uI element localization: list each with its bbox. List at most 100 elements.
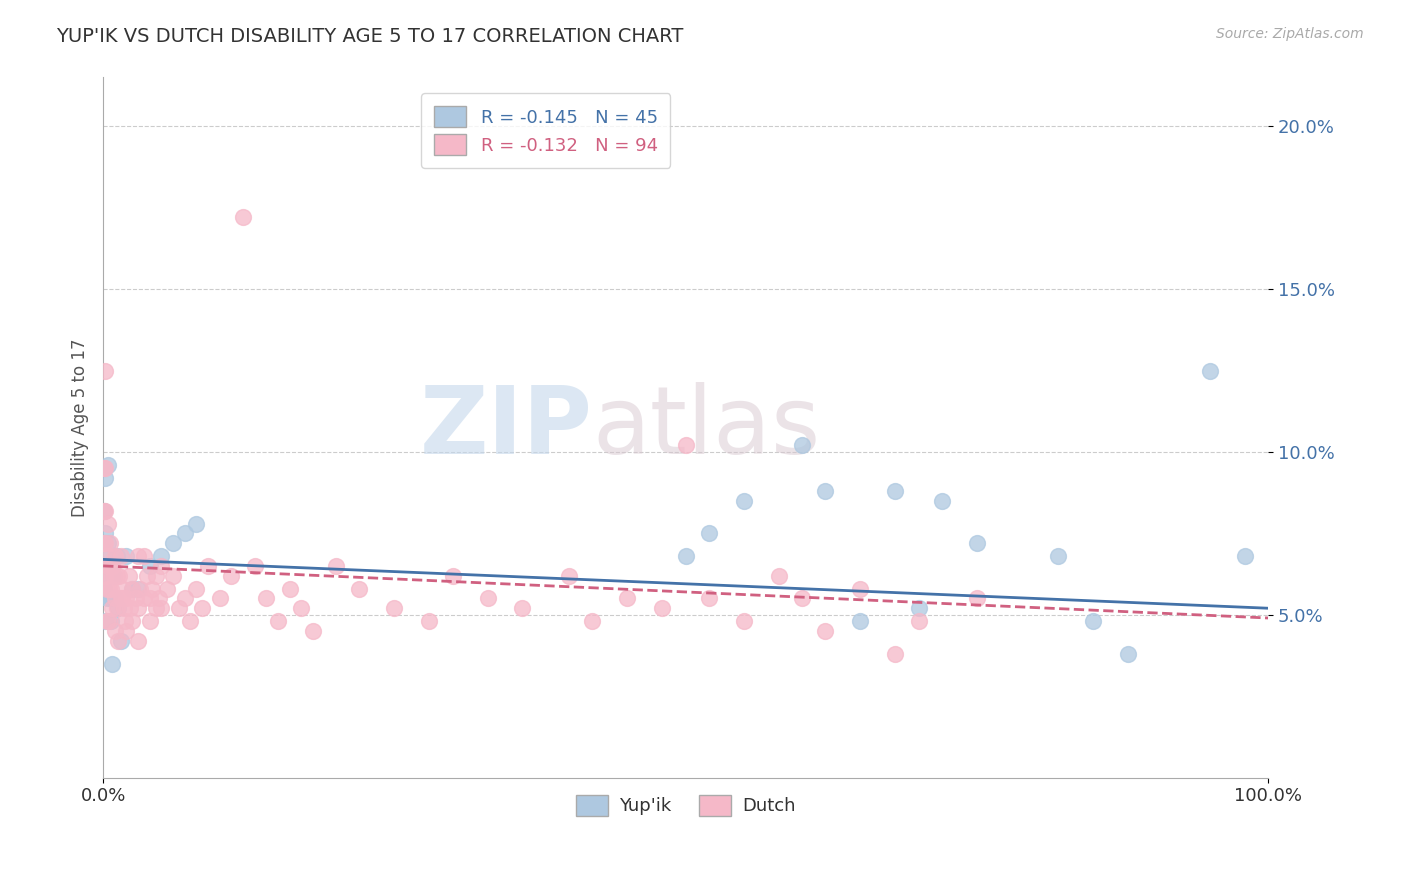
Point xyxy=(191,601,214,615)
Point xyxy=(127,549,149,563)
Point xyxy=(232,211,254,225)
Point xyxy=(849,614,872,628)
Point xyxy=(162,568,184,582)
Point xyxy=(136,568,159,582)
Point xyxy=(512,601,534,615)
Point xyxy=(94,558,117,573)
Point xyxy=(477,591,499,606)
Point xyxy=(97,536,120,550)
Point xyxy=(115,624,138,638)
Point xyxy=(733,493,755,508)
Point xyxy=(814,483,837,498)
Point xyxy=(173,526,195,541)
Point xyxy=(1047,549,1070,563)
Point xyxy=(1233,549,1256,563)
Point xyxy=(104,591,127,606)
Point xyxy=(96,549,118,563)
Point xyxy=(100,614,122,628)
Point xyxy=(651,601,673,615)
Point xyxy=(101,558,124,573)
Point xyxy=(114,614,136,628)
Text: YUP'IK VS DUTCH DISABILITY AGE 5 TO 17 CORRELATION CHART: YUP'IK VS DUTCH DISABILITY AGE 5 TO 17 C… xyxy=(56,27,683,45)
Point xyxy=(93,582,115,596)
Point xyxy=(94,568,117,582)
Point xyxy=(98,536,121,550)
Text: ZIP: ZIP xyxy=(419,382,592,474)
Point xyxy=(138,558,160,573)
Point xyxy=(132,549,155,563)
Point xyxy=(156,582,179,596)
Point xyxy=(167,601,190,615)
Point xyxy=(105,568,128,582)
Point xyxy=(112,601,135,615)
Point xyxy=(98,591,121,606)
Point xyxy=(675,549,697,563)
Point xyxy=(208,591,231,606)
Point xyxy=(616,591,638,606)
Point xyxy=(132,591,155,606)
Point xyxy=(186,582,208,596)
Point xyxy=(121,582,143,596)
Point xyxy=(110,591,132,606)
Point xyxy=(558,568,581,582)
Point xyxy=(101,601,124,615)
Point xyxy=(93,461,115,475)
Point xyxy=(93,536,115,550)
Point xyxy=(814,624,837,638)
Point xyxy=(93,558,115,573)
Point xyxy=(162,536,184,550)
Point xyxy=(127,601,149,615)
Point xyxy=(125,591,148,606)
Point xyxy=(93,536,115,550)
Point xyxy=(94,614,117,628)
Point xyxy=(267,614,290,628)
Text: atlas: atlas xyxy=(592,382,821,474)
Point xyxy=(105,601,128,615)
Point xyxy=(110,633,132,648)
Point xyxy=(697,591,720,606)
Point xyxy=(94,503,117,517)
Point xyxy=(110,549,132,563)
Point xyxy=(93,503,115,517)
Point xyxy=(138,614,160,628)
Point xyxy=(145,568,167,582)
Point xyxy=(97,614,120,628)
Point xyxy=(907,614,929,628)
Point xyxy=(94,471,117,485)
Point xyxy=(111,591,134,606)
Point xyxy=(118,568,141,582)
Point xyxy=(97,558,120,573)
Point xyxy=(97,458,120,472)
Point xyxy=(884,483,907,498)
Point xyxy=(179,614,201,628)
Point xyxy=(849,582,872,596)
Point xyxy=(97,516,120,531)
Point xyxy=(697,526,720,541)
Point xyxy=(768,568,790,582)
Point xyxy=(150,558,173,573)
Point xyxy=(101,657,124,671)
Point xyxy=(1198,363,1220,377)
Point xyxy=(148,591,170,606)
Legend: Yup'ik, Dutch: Yup'ik, Dutch xyxy=(567,786,804,824)
Point xyxy=(93,503,115,517)
Point xyxy=(141,582,163,596)
Point xyxy=(93,568,115,582)
Point xyxy=(884,647,907,661)
Y-axis label: Disability Age 5 to 17: Disability Age 5 to 17 xyxy=(72,338,89,516)
Point xyxy=(104,591,127,606)
Point xyxy=(104,624,127,638)
Point xyxy=(107,633,129,648)
Point xyxy=(254,591,277,606)
Point xyxy=(1083,614,1105,628)
Point xyxy=(1116,647,1139,661)
Point xyxy=(94,461,117,475)
Point xyxy=(966,536,988,550)
Point xyxy=(150,549,173,563)
Point xyxy=(97,568,120,582)
Point xyxy=(931,493,953,508)
Point xyxy=(290,601,312,615)
Point xyxy=(118,601,141,615)
Point xyxy=(138,591,160,606)
Point xyxy=(301,624,323,638)
